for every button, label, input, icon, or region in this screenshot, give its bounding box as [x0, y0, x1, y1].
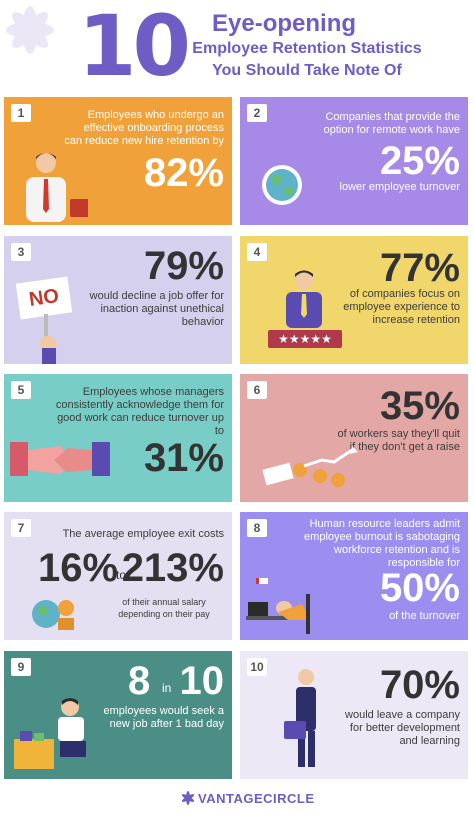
stat-card-10: 10 70% would leave a company for better …	[240, 651, 468, 779]
globe-coins-icon	[32, 600, 74, 630]
ratio-connector: in	[162, 681, 172, 695]
card-text: employees would seek a new job after 1 b…	[103, 705, 224, 730]
footer: VANTAGECIRCLE	[0, 784, 474, 813]
employee-icon	[286, 270, 322, 328]
card-number: 7	[11, 519, 31, 537]
stat-card-1: 1 Employees who undergo an effective onb…	[4, 97, 232, 225]
businessman-icon	[26, 153, 88, 222]
hand-holding-sign-icon	[39, 314, 57, 364]
card-text-2: lower employee turnover	[339, 181, 460, 193]
card-stat: 77%	[379, 246, 460, 290]
card-number: 8	[247, 519, 267, 537]
card-number: 5	[11, 381, 31, 399]
leaving-employee-icon	[284, 669, 316, 767]
card-stat: 50%	[379, 566, 460, 610]
card-text-2: of the turnover	[389, 610, 460, 622]
coins-chart-icon	[262, 446, 358, 487]
card-text: Employees who undergo an effective onboa…	[64, 109, 224, 147]
stat-card-7: 7 The average employee exit costs 16% to…	[4, 512, 232, 640]
card-stat: 25%	[379, 139, 460, 183]
card-text-2: of their annual salary depending on thei…	[118, 597, 210, 619]
card-stat-a: 8	[128, 659, 151, 703]
handshake-icon	[10, 442, 110, 476]
stat-card-2: 2 Companies that provide the option for …	[240, 97, 468, 225]
card-text: would decline a job offer for inaction a…	[89, 290, 224, 328]
card-number: 10	[247, 658, 267, 676]
card-text: would leave a company for better develop…	[345, 709, 460, 747]
stat-card-9: 9 8 in 10 employees would seek a new job…	[4, 651, 232, 779]
card-text: Companies that provide the option for re…	[323, 111, 460, 136]
header-subtitle: Employee Retention Statistics	[192, 40, 422, 57]
card-number: 9	[11, 658, 31, 676]
stat-card-8: 8 Human resource leaders admit employee …	[240, 512, 468, 640]
card-number: 6	[247, 381, 267, 399]
header-subtitle-2: You Should Take Note Of	[212, 62, 402, 79]
vantagecircle-logo-icon	[181, 791, 195, 805]
stars-icon: ★★★★★	[278, 332, 332, 346]
card-stat-high: 213%	[121, 546, 224, 590]
card-text: of workers say they'll quit if they don'…	[337, 428, 460, 453]
no-sign-text: NO	[27, 285, 61, 311]
card-number: 4	[247, 243, 267, 261]
flower-decoration-icon	[6, 6, 54, 54]
card-stat: 35%	[379, 384, 460, 428]
card-stat: 79%	[143, 244, 224, 288]
card-number: 2	[247, 104, 267, 122]
stat-card-5: 5 Employees whose managers consistently …	[4, 374, 232, 502]
header: 10 Eye-opening Employee Retention Statis…	[0, 0, 474, 92]
brand-name: VANTAGECIRCLE	[198, 791, 315, 806]
card-text: of companies focus on employee experienc…	[343, 288, 460, 326]
card-stat-low: 16%	[38, 546, 119, 590]
card-text: Human resource leaders admit employee bu…	[304, 518, 460, 569]
no-sign: NO	[15, 276, 73, 320]
stressed-employee-icon	[14, 698, 86, 769]
card-number: 1	[11, 104, 31, 122]
header-title: Eye-opening	[212, 10, 357, 37]
header-number: 10	[78, 0, 191, 95]
globe-icon	[262, 165, 302, 205]
card-text: Employees whose managers consistently ac…	[55, 386, 224, 437]
card-stat-b: 10	[179, 659, 225, 703]
card-text: The average employee exit costs	[62, 528, 224, 540]
card-stat: 82%	[143, 151, 224, 195]
stat-card-6: 6 35% of workers say they'll quit if the…	[240, 374, 468, 502]
star-rating: ★★★★★	[268, 330, 342, 348]
stat-card-4: 4 77% of companies focus on employee exp…	[240, 236, 468, 364]
card-stat: 70%	[379, 663, 460, 707]
card-stat: 31%	[143, 436, 224, 480]
burnout-worker-icon	[246, 578, 310, 634]
card-number: 3	[11, 243, 31, 261]
range-connector: to	[116, 568, 127, 582]
stat-card-3: 3 79% would decline a job offer for inac…	[4, 236, 232, 364]
